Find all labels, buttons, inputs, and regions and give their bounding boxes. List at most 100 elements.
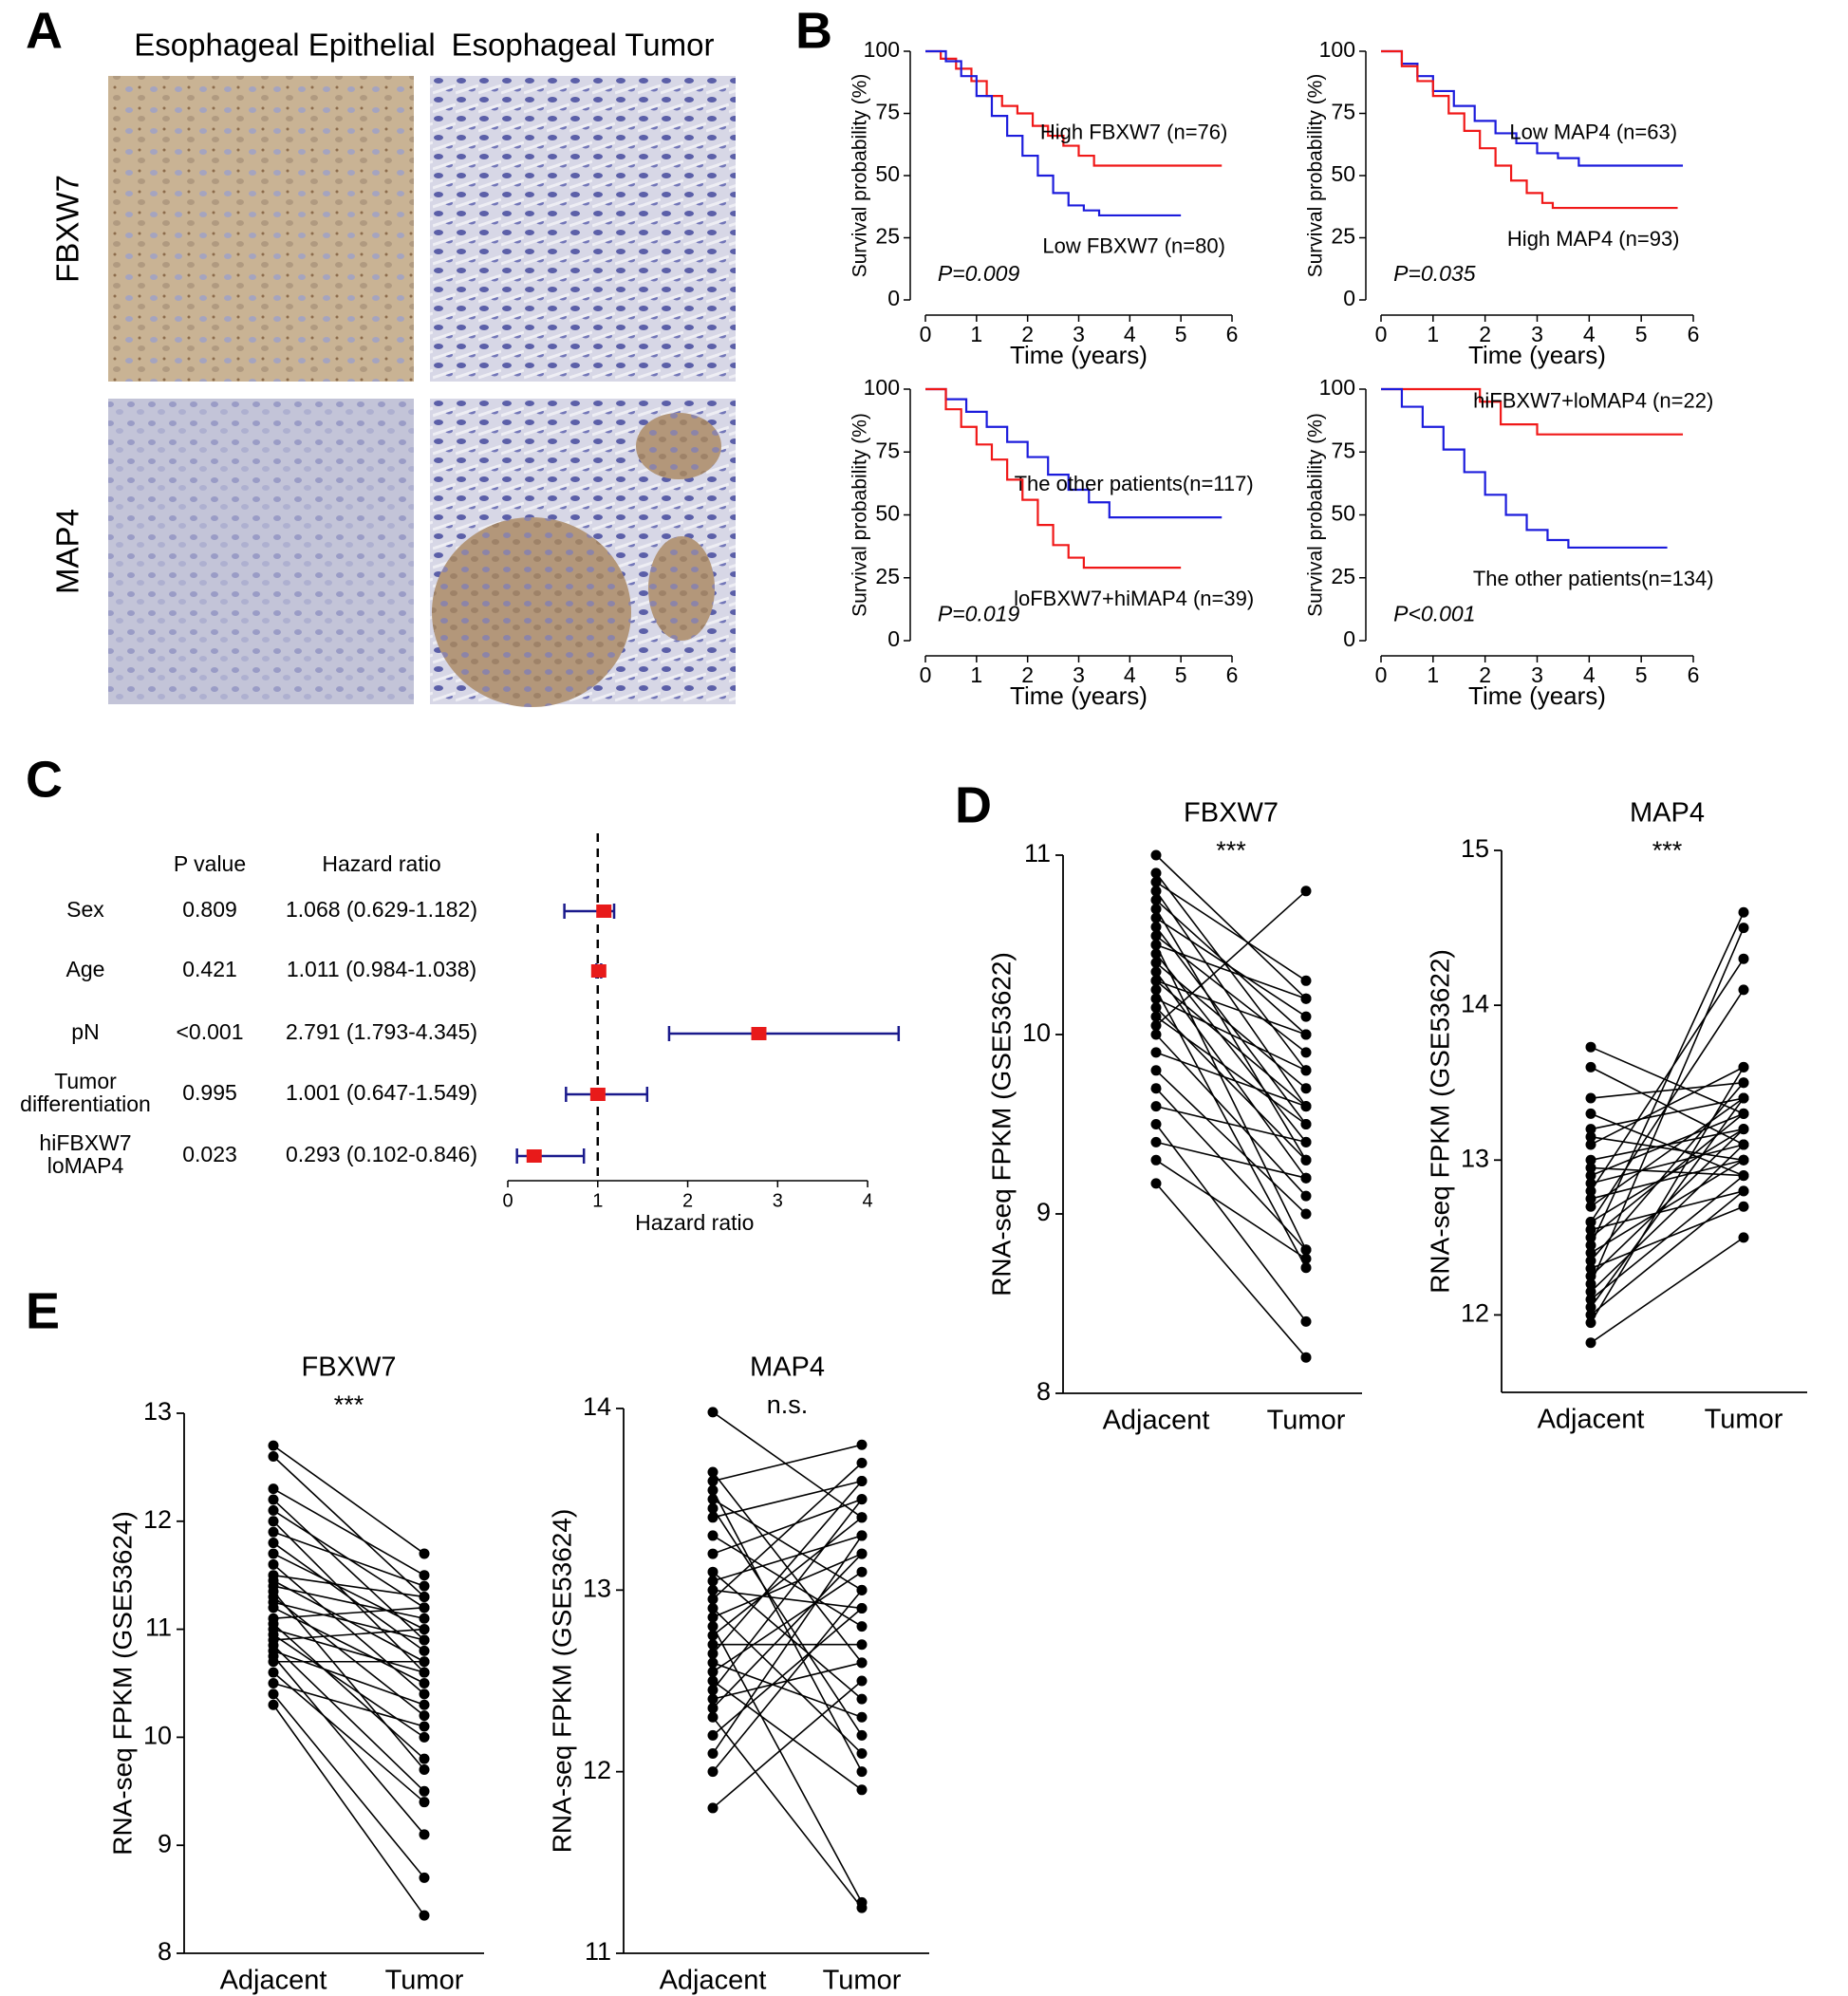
sample-point [1150, 1047, 1162, 1058]
sample-point [856, 1675, 868, 1687]
hazard-ratio-point [751, 1027, 767, 1040]
pair-line [1155, 961, 1307, 1090]
x-tick-label: 0 [502, 1190, 513, 1211]
pair-line [712, 1680, 863, 1809]
sample-point [419, 1699, 430, 1710]
sample-point [707, 1530, 719, 1541]
curve-label: hiFBXW7+loMAP4 (n=22) [1473, 389, 1713, 413]
survival-curve [925, 387, 1223, 519]
pair-line [712, 1535, 863, 1582]
x-axis-title: Time (years) [1468, 681, 1606, 710]
sample-point [1300, 975, 1312, 986]
y-axis-title: Survival probability (%) [849, 74, 871, 278]
pair-line [1155, 971, 1307, 1179]
x-tick-label: 6 [1688, 662, 1700, 687]
sample-point [1585, 1286, 1596, 1297]
sample-point [1585, 1278, 1596, 1290]
pair-line [272, 1563, 425, 1695]
sample-point [1738, 953, 1749, 964]
sample-point [707, 1548, 719, 1559]
sample-point [707, 1666, 719, 1677]
p-value: P=0.009 [938, 261, 1020, 286]
y-tick-label: 25 [1331, 224, 1355, 249]
pair-line [272, 1650, 425, 1707]
sample-point [268, 1656, 279, 1668]
sample-point [856, 1476, 868, 1487]
x-tick-label: 2 [1479, 322, 1491, 346]
sample-point [419, 1910, 430, 1921]
y-tick-label: 100 [864, 375, 900, 400]
sample-point [1585, 1154, 1596, 1166]
sample-point [1585, 1193, 1596, 1204]
x-tick-label: 3 [1531, 662, 1543, 687]
pair-line [1155, 1007, 1307, 1161]
x-tick-label: 0 [920, 322, 932, 346]
sample-point [268, 1451, 279, 1463]
sample-point [1150, 886, 1162, 897]
sample-point [707, 1693, 719, 1705]
x-tick-label: 1 [1427, 662, 1439, 687]
sample-point [856, 1494, 868, 1505]
sample-point [856, 1457, 868, 1468]
x-axis-title: Hazard ratio [635, 1210, 754, 1235]
sample-point [1738, 1170, 1749, 1182]
pair-line [1590, 1082, 1745, 1261]
pair-line [712, 1444, 863, 1483]
pair-line [272, 1671, 425, 1803]
x-tick-label: 2 [1479, 662, 1491, 687]
sample-point [1150, 1119, 1162, 1129]
sample-point [1150, 930, 1162, 942]
y-tick-label: 75 [1331, 438, 1355, 462]
sample-point [419, 1580, 430, 1592]
sample-point [1150, 904, 1162, 915]
x-tick-label: 6 [1226, 662, 1239, 687]
y-tick-label: 25 [1331, 564, 1355, 588]
y-tick-label: 25 [875, 224, 900, 249]
sample-point [707, 1802, 719, 1814]
sample-point [268, 1699, 279, 1710]
sample-point [419, 1656, 430, 1668]
significance: *** [1652, 836, 1683, 865]
p-value: P=0.019 [938, 602, 1020, 626]
sample-point [419, 1785, 430, 1797]
sample-point [856, 1711, 868, 1723]
sample-point [707, 1484, 719, 1496]
sample-point [268, 1516, 279, 1527]
row-label: Tumor differentiation [20, 1069, 151, 1116]
sample-point [856, 1729, 868, 1741]
sample-point [419, 1667, 430, 1678]
sample-point [1150, 849, 1162, 861]
pair-line [1155, 1124, 1307, 1322]
sample-point [268, 1667, 279, 1678]
sample-point [419, 1731, 430, 1743]
sample-point [1585, 1162, 1596, 1173]
tumor-nest [636, 413, 721, 479]
x-tick-label: 2 [1021, 322, 1034, 346]
sample-point [1150, 1154, 1162, 1166]
significance: n.s. [767, 1390, 809, 1419]
pair-line [1590, 1136, 1745, 1162]
pair-line [272, 1693, 425, 1878]
x-tick-label: 1 [970, 322, 982, 346]
y-tick-label: 11 [145, 1614, 172, 1642]
y-tick-label: 11 [585, 1937, 611, 1966]
sample-point [1585, 1247, 1596, 1259]
sample-point [1585, 1041, 1596, 1053]
pair-line [1590, 1159, 1745, 1254]
pair-line [272, 1445, 425, 1555]
pair-line [712, 1411, 863, 1519]
row-label: pN [71, 1019, 99, 1044]
sample-point [1150, 1101, 1162, 1112]
sample-point [1738, 1139, 1749, 1150]
row-header: MAP4 [50, 509, 85, 594]
sample-point [1585, 1170, 1596, 1182]
y-axis-title: RNA-seq FPKM (GSE53622) [1425, 949, 1454, 1294]
x-tick-label: Tumor [385, 1966, 464, 1996]
y-axis-title: Survival probability (%) [1305, 74, 1327, 278]
pair-line [1590, 1097, 1745, 1130]
pair-line [272, 1628, 425, 1641]
y-tick-label: 15 [1461, 834, 1489, 863]
sample-point [856, 1621, 868, 1632]
sample-point [1150, 1002, 1162, 1014]
